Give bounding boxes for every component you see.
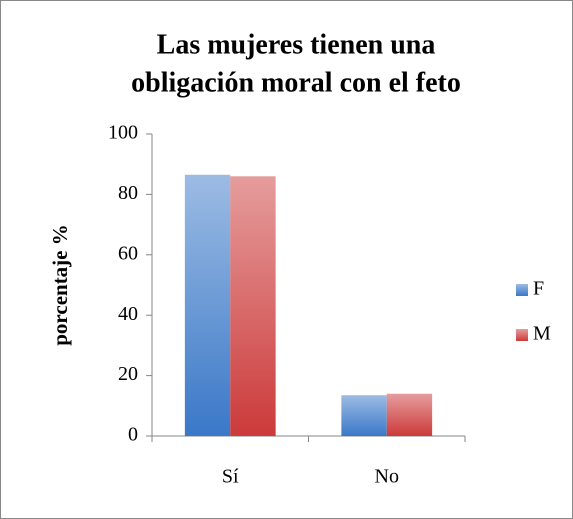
legend-label: M	[533, 323, 551, 345]
bar	[230, 176, 276, 436]
legend-swatch	[516, 329, 528, 341]
bar	[341, 395, 387, 436]
x-tick-label: Sí	[222, 466, 239, 488]
x-tick-label: No	[375, 466, 399, 488]
chart-title: Las mujeres tienen una	[157, 29, 436, 60]
bar	[184, 174, 231, 436]
y-tick-label: 60	[118, 242, 138, 264]
legend-label: F	[533, 278, 544, 300]
y-tick-label: 80	[118, 182, 138, 204]
y-tick-label: 100	[108, 122, 138, 144]
legend-swatch	[516, 284, 528, 296]
y-tick-label: 20	[118, 363, 138, 385]
y-axis-label: porcentaje %	[48, 224, 72, 346]
bar	[386, 393, 433, 436]
chart-title: obligación moral con el feto	[131, 67, 461, 98]
y-tick-label: 0	[128, 424, 138, 446]
y-tick-label: 40	[118, 303, 138, 325]
